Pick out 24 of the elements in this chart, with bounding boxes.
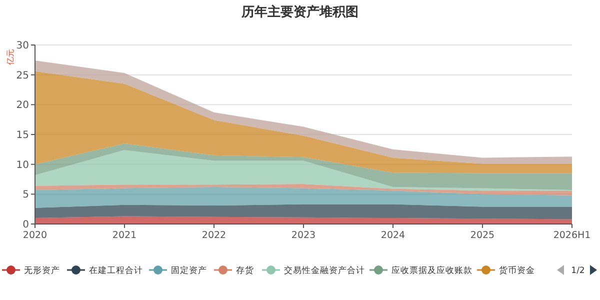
x-tick-label: 2023 <box>291 230 316 241</box>
chart-title: 历年主要资产堆积图 <box>240 4 358 20</box>
legend-label: 固定资产 <box>171 264 207 276</box>
text: 1/2 <box>571 266 585 276</box>
y-tick-label: 30 <box>16 40 29 52</box>
y-tick-label: 15 <box>16 130 29 141</box>
y-tick-label: 20 <box>16 100 29 112</box>
y-tick-label: 0 <box>22 220 29 230</box>
legend-label: 交易性金融资产合计 <box>284 264 365 276</box>
x-tick-label: 2025 <box>470 230 495 241</box>
y-tick-label: 25 <box>16 70 29 82</box>
y-tick-label: 5 <box>22 190 29 201</box>
legend-label: 货币资金 <box>499 264 535 276</box>
legend-label: 存货 <box>236 264 254 276</box>
x-tick-label: 2020 <box>22 230 48 241</box>
x-tick-label: 2026H1 <box>553 230 591 241</box>
x-tick-label: 2022 <box>202 230 226 241</box>
legend-label: 应收票据及应收账款 <box>392 264 472 276</box>
y-tick-label: 10 <box>16 160 29 171</box>
legend-label: 在建工程合计 <box>89 264 143 276</box>
legend-label: 无形资产 <box>24 264 60 276</box>
x-tick-label: 2021 <box>112 230 137 241</box>
x-tick-label: 2024 <box>380 230 406 241</box>
y-axis-title: 亿元 <box>6 49 15 66</box>
